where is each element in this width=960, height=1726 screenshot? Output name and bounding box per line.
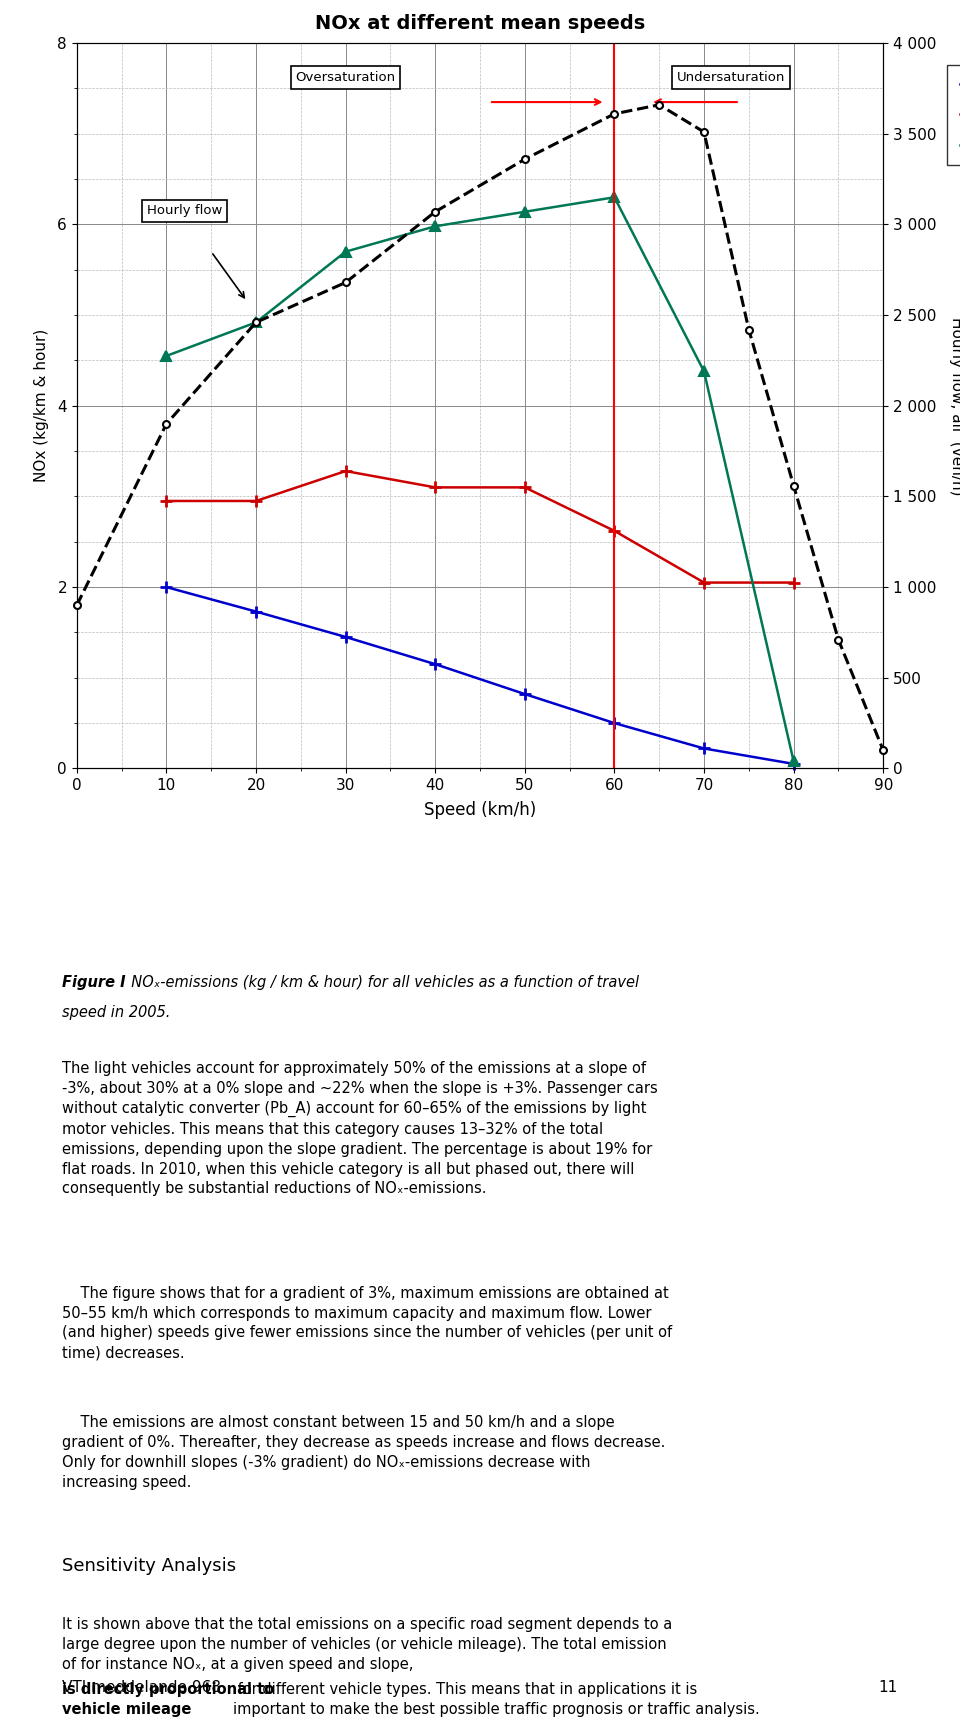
Title: NOx at different mean speeds: NOx at different mean speeds	[315, 14, 645, 33]
Text: Sensitivity Analysis: Sensitivity Analysis	[62, 1557, 236, 1574]
Text: VTI meddelande 968: VTI meddelande 968	[62, 1679, 222, 1695]
Text: The emissions are almost constant between 15 and 50 km/h and a slope
gradient of: The emissions are almost constant betwee…	[62, 1415, 666, 1490]
Text: Oversaturation: Oversaturation	[296, 71, 396, 85]
Y-axis label: NOx (kg/km & hour): NOx (kg/km & hour)	[34, 330, 49, 482]
Text: The light vehicles account for approximately 50% of the emissions at a slope of
: The light vehicles account for approxima…	[62, 1061, 659, 1196]
Text: for different vehicle types. This means that in applications it is
important to : for different vehicle types. This means …	[233, 1681, 760, 1717]
Y-axis label: Hourly flow, all  (veh/h): Hourly flow, all (veh/h)	[949, 316, 960, 495]
Legend: -3%, 0%, 3%: -3%, 0%, 3%	[948, 66, 960, 166]
Text: It is shown above that the total emissions on a specific road segment depends to: It is shown above that the total emissio…	[62, 1617, 673, 1672]
Text: Figure I: Figure I	[62, 975, 126, 991]
Text: NOₓ-emissions (kg / km & hour) for all vehicles as a function of travel: NOₓ-emissions (kg / km & hour) for all v…	[122, 975, 639, 991]
Text: speed in 2005.: speed in 2005.	[62, 1005, 171, 1020]
X-axis label: Speed (km/h): Speed (km/h)	[424, 801, 536, 820]
Text: The figure shows that for a gradient of 3%, maximum emissions are obtained at
50: The figure shows that for a gradient of …	[62, 1286, 673, 1360]
Text: Hourly flow: Hourly flow	[147, 204, 222, 217]
Text: Undersaturation: Undersaturation	[677, 71, 785, 85]
Text: is directly proportional to
vehicle mileage: is directly proportional to vehicle mile…	[62, 1681, 275, 1717]
Text: 11: 11	[878, 1679, 898, 1695]
